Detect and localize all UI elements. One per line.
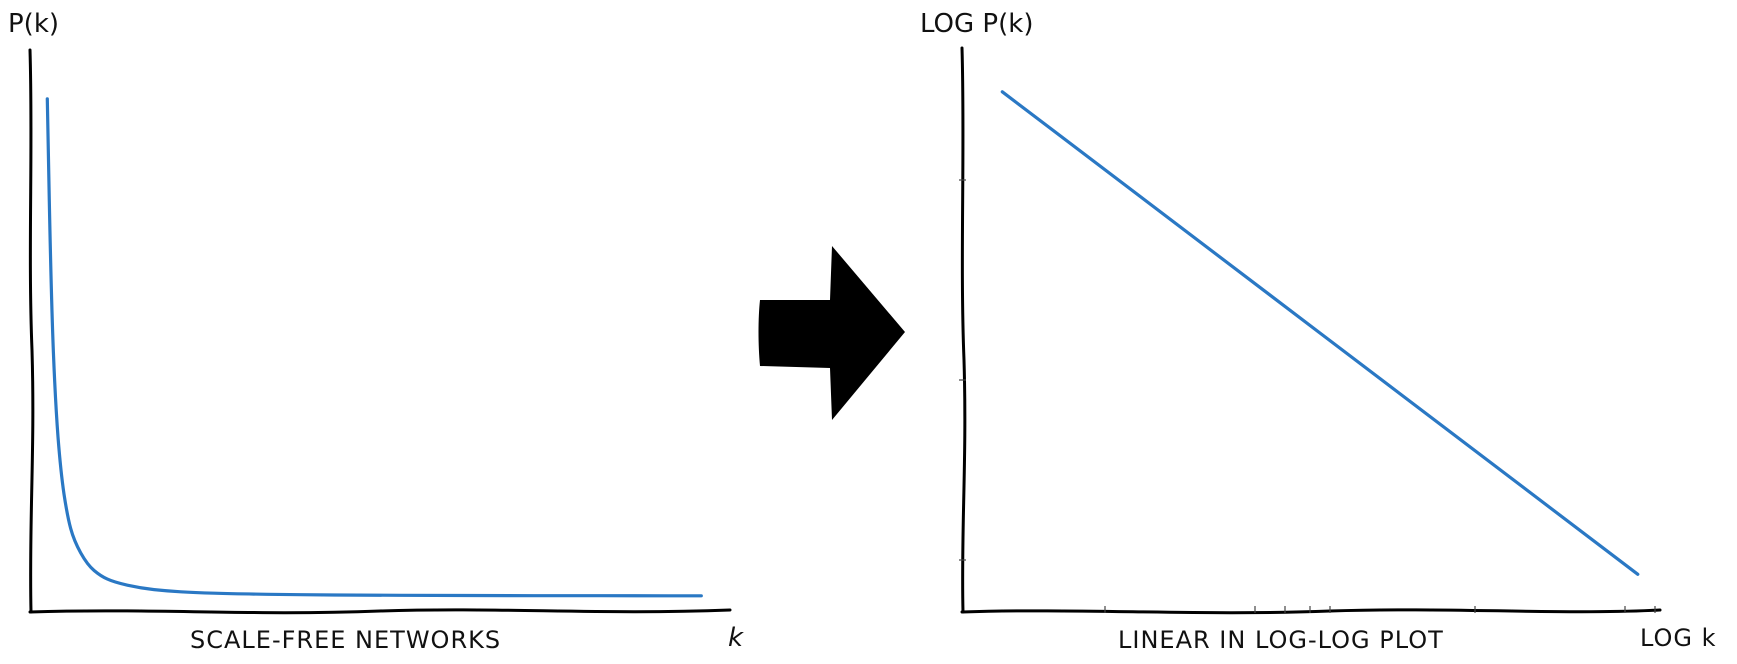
series-line-0 <box>1000 90 1640 576</box>
series-line-0 <box>45 97 703 598</box>
y-axis-label: P(k) <box>8 9 59 39</box>
x-axis-line <box>28 608 732 615</box>
transition-arrow-icon <box>758 246 905 420</box>
chart-linear: P(k) SCALE-FREE NETWORKS k <box>8 9 744 654</box>
curve-layer <box>45 97 703 598</box>
x-axis-end-label: LOG k <box>1640 624 1717 652</box>
x-axis-line <box>960 608 1662 615</box>
x-axis-label: LINEAR IN LOG-LOG PLOT <box>1118 626 1444 654</box>
arrow-shape <box>758 246 905 420</box>
curve-layer <box>1000 90 1640 576</box>
x-axis-label: SCALE-FREE NETWORKS <box>190 626 501 654</box>
y-axis-line <box>28 48 35 614</box>
tick-marks <box>959 179 1656 613</box>
y-axis-label: LOG P(k) <box>920 9 1033 39</box>
y-axis-line <box>960 46 967 614</box>
chart-log-log: LOG P(k) LINEAR IN LOG-LOG PLOT LOG k <box>920 9 1717 654</box>
x-axis-end-label: k <box>728 623 744 653</box>
